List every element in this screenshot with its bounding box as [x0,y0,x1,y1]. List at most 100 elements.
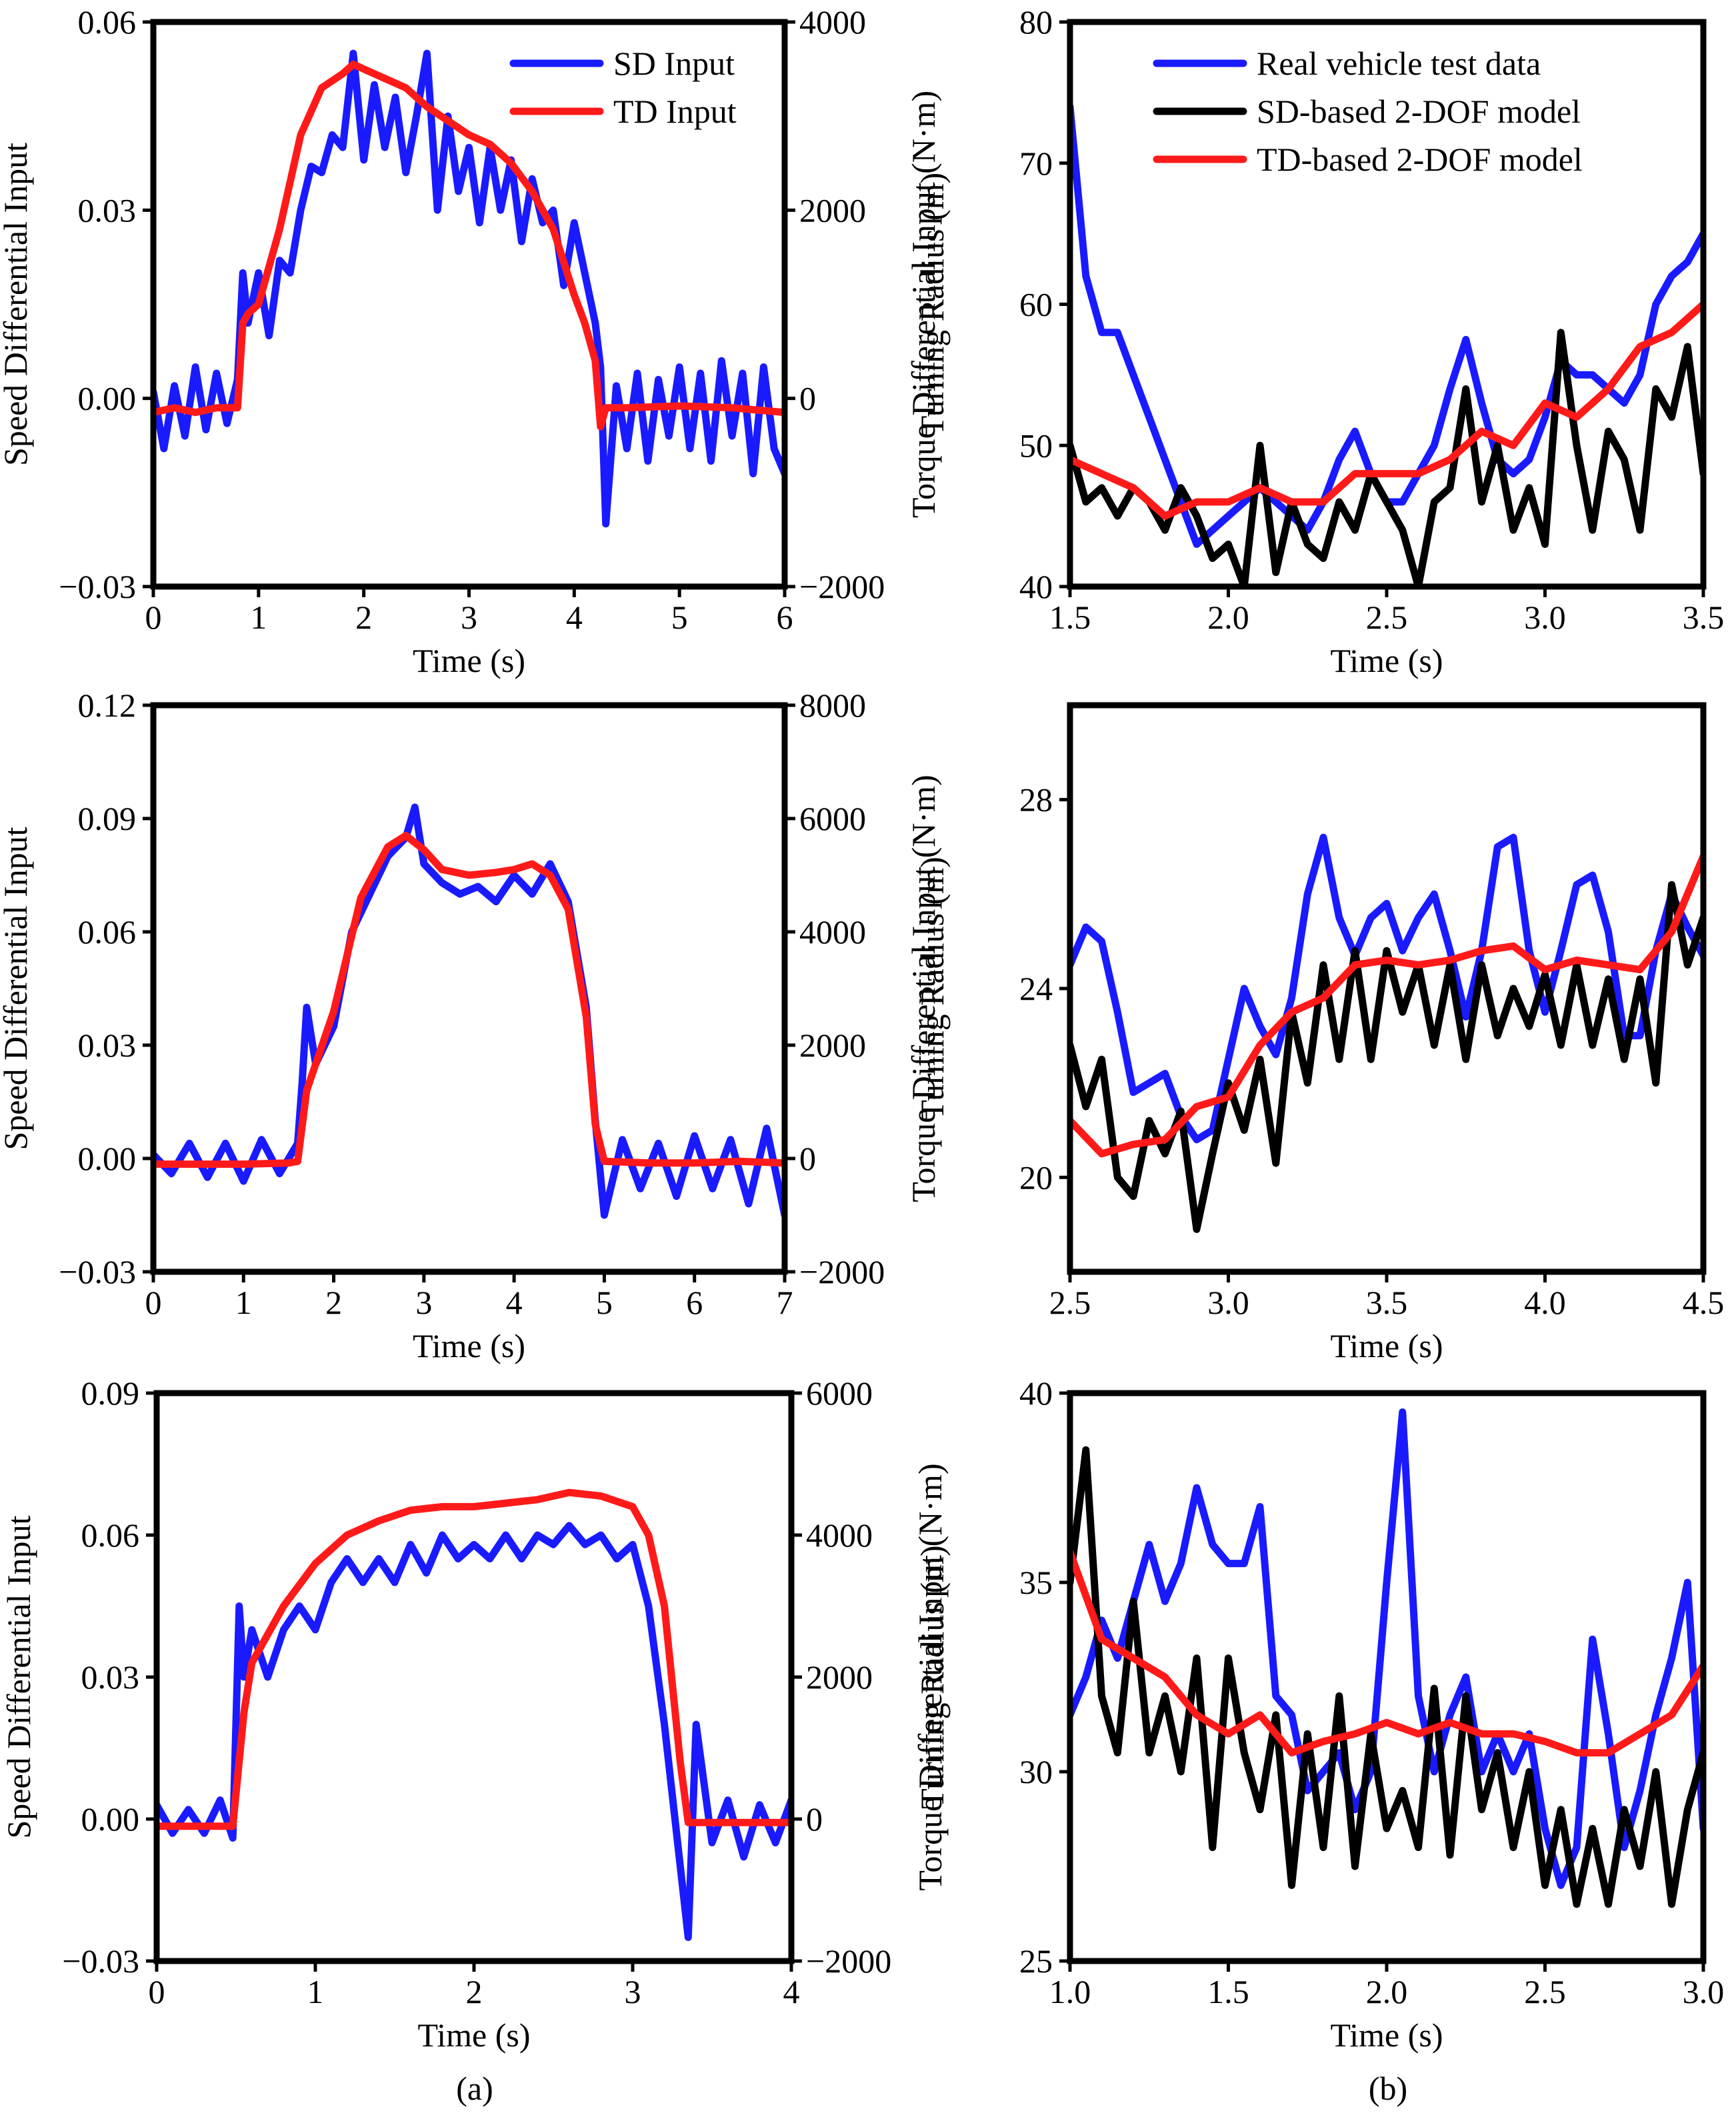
y2-tick-label: 0 [806,1800,823,1838]
x-tick-label: 2 [466,1973,483,2010]
series-line-sd-based-2-dof-model [1070,329,1703,587]
y-tick-label: 50 [1019,427,1053,464]
y-tick-label: 20 [1019,1158,1053,1196]
series-line-sd-input [157,1522,791,1941]
series-group [1070,833,1703,1233]
x-tick-label: 4.0 [1524,1284,1566,1321]
series-line-real-vehicle-test-data [1070,1408,1703,1889]
legend-label-td-based-2-dof-model: TD-based 2-DOF model [1257,141,1583,178]
y-tick-label: −0.03 [62,1942,139,1980]
y-tick-label: 80 [1019,3,1053,41]
y-axis-label: Speed Differential Input [0,143,34,466]
y-tick-label: 30 [1019,1753,1053,1790]
y-tick-label: 35 [1019,1564,1053,1601]
y-tick-label: 0.09 [78,800,137,837]
x-tick-label: 0 [145,599,162,636]
x-tick-label: 4.5 [1683,1284,1725,1321]
x-tick-label: 4 [566,599,583,636]
x-tick-label: 3 [625,1973,641,2010]
y-axis-label: Speed Differential Input [0,827,34,1150]
series-line-real-vehicle-test-data [1070,833,1703,1144]
chart-a2: 0 1 2 3 4 5 6 7 −0.03 0.00 0.03 0.06 0.09 0.12 −2000 0 2… [0,687,942,1364]
plot-frame [150,702,788,1275]
x-tick-label: 2.0 [1207,599,1249,636]
x-tick-label: 3 [461,599,477,636]
y2-tick-label: 4000 [799,3,866,41]
y-tick-label: 0.00 [81,1800,140,1838]
x-axis-label: Time (s) [1330,2016,1443,2054]
series-group [153,803,785,1219]
y-tick-label: 0.03 [81,1658,140,1696]
y2-tick-label: 4000 [799,913,866,951]
series-line-td-input [157,1488,791,1830]
y2-tick-label: 6000 [806,1374,873,1412]
y2-tick-label: 2000 [799,191,866,229]
y-tick-label: −0.03 [59,1253,136,1290]
y-tick-label: 0.09 [81,1374,140,1412]
x-tick-label: 4 [783,1973,800,2010]
x-tick-label: 2 [325,1284,342,1321]
y-tick-label: 0.06 [78,913,137,951]
y2-axis-label: Torque Differential Input (N·m) [905,775,942,1202]
series-group [153,49,785,528]
panels: 0 1 2 3 4 5 6−0.030.000.030.06−2000020004000Ti… [0,3,1724,2054]
x-axis-label: Time (s) [413,1327,525,1364]
legend: Real vehicle test data SD-based 2-DOF mod… [1153,45,1583,178]
series-line-td-based-2-dof-model [1070,1548,1703,1757]
x-tick-label: 2.5 [1366,599,1408,636]
y-tick-label: 28 [1019,781,1053,819]
x-tick-label: 2.5 [1524,1973,1566,2010]
x-tick-label: 1 [250,599,267,636]
y2-tick-label: 2000 [799,1027,866,1064]
series-line-td-input [153,832,785,1168]
x-axis-label: Time (s) [1330,642,1443,679]
x-tick-label: 1 [307,1973,324,2010]
x-tick-label: 2.0 [1366,1973,1408,2010]
x-tick-label: 3.5 [1366,1284,1408,1321]
series-line-sd-based-2-dof-model [1070,1446,1703,1908]
legend-label-sd-input: SD Input [613,45,735,82]
y-axis-label: Turning Radius (m) [913,1545,951,1808]
x-tick-label: 4 [506,1284,523,1321]
x-tick-label: 3.0 [1207,1284,1249,1321]
legend-label-td-input: TD Input [613,93,737,130]
series-line-td-based-2-dof-model [1070,301,1703,520]
chart-a3: 0 1 2 3 4 −0.03 0.00 0.03 0.06 0.09 −2000 0 2000 4000… [0,1374,949,2054]
x-tick-label: 3.0 [1524,599,1566,636]
y-tick-label: 0.00 [78,1140,137,1177]
y-tick-label: 0.03 [78,191,137,229]
y-tick-label: 60 [1019,286,1053,323]
x-axis-label: Time (s) [413,642,525,679]
chart-b3: 1.0 1.5 2.0 2.5 3.0 25 30 35 40 Time (s) Turning R… [913,1374,1724,2054]
y-axis-label: Turning Radius (m) [913,857,951,1120]
x-tick-label: 0 [145,1284,162,1321]
legend-label-real-vehicle-test-data: Real vehicle test data [1257,45,1541,82]
x-tick-label: 7 [777,1284,793,1321]
chart-a1: 0 1 2 3 4 5 6 −0.03 0.00 0.03 0.06 −2000 0 2000 4000 Ti… [0,3,942,679]
y2-tick-label: −2000 [799,1253,885,1290]
y2-tick-label: −2000 [806,1942,891,1980]
x-axis-label: Time (s) [1330,1327,1443,1364]
y-axis-label: Turning Radius (m) [913,173,951,436]
y-axis-label: Speed Differential Input [0,1515,37,1838]
y2-tick-label: −2000 [799,568,885,605]
y2-tick-label: 0 [799,1140,816,1177]
y-tick-label: 0.06 [81,1516,140,1554]
caption-a: (a) [456,2070,493,2107]
y2-axis-label: Torque Differential Input (N·m) [905,91,942,518]
x-tick-label: 3 [415,1284,432,1321]
y-tick-label: 0.03 [78,1027,137,1064]
series-line-td-based-2-dof-model [1070,853,1703,1158]
x-tick-label: 3.5 [1683,599,1725,636]
x-tick-label: 5 [671,599,688,636]
x-tick-label: 1.0 [1049,1973,1091,2010]
series-group [1070,1408,1703,1908]
chart-b1: 1.5 2.0 2.5 3.0 3.5 40 50 60 70 80 Time (s) Turning… [913,3,1724,679]
y2-tick-label: 2000 [806,1658,873,1696]
x-tick-label: 3.0 [1683,1973,1725,2010]
x-tick-label: 1 [235,1284,252,1321]
y-tick-label: 0.00 [78,380,137,417]
x-tick-label: 1.5 [1049,599,1091,636]
series-group [157,1488,791,1941]
x-tick-label: 2 [355,599,372,636]
